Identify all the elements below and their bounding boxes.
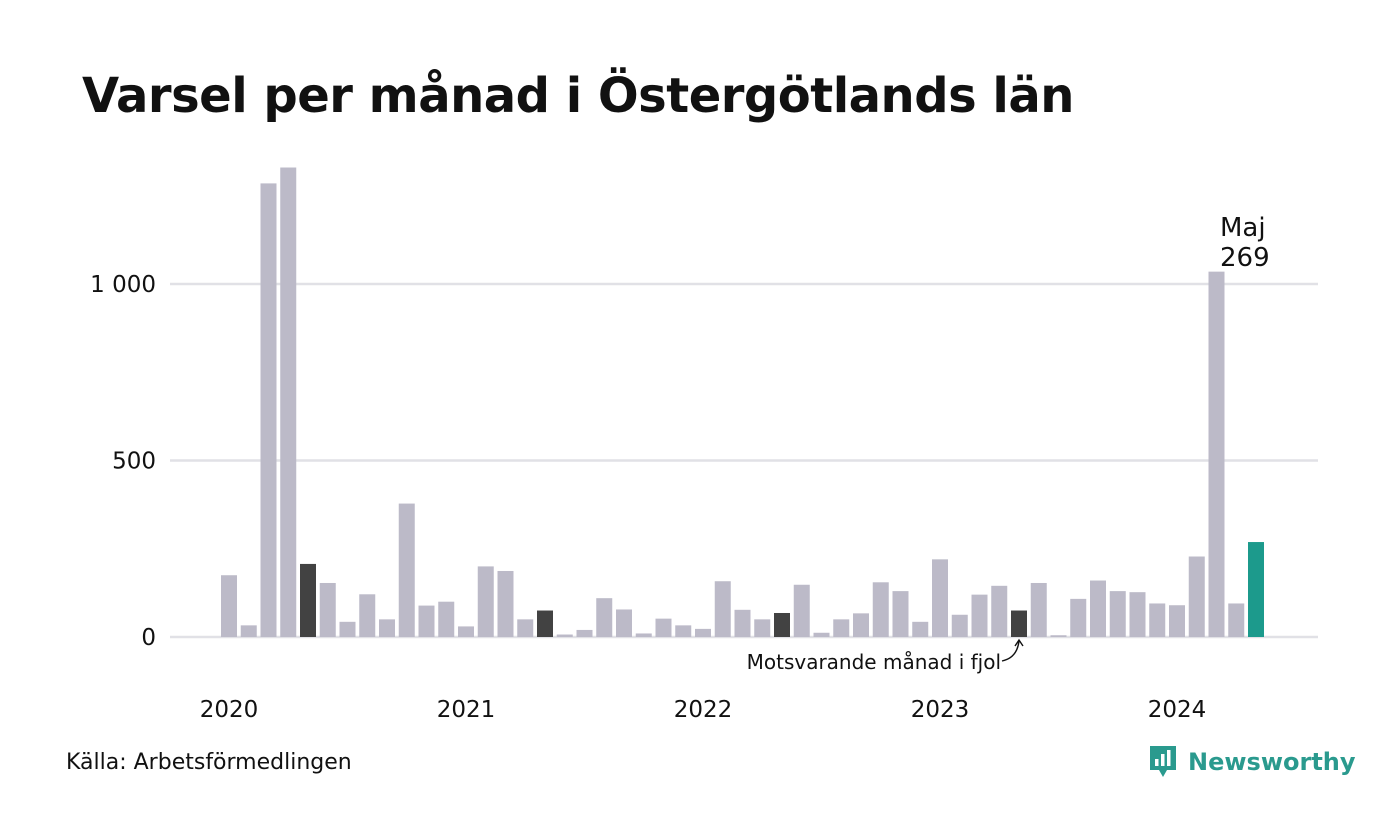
x-tick-label: 2020 bbox=[200, 697, 259, 723]
newsworthy-logo-icon bbox=[1150, 746, 1176, 777]
x-tick-label: 2021 bbox=[437, 697, 496, 723]
bar-2021-07 bbox=[576, 629, 593, 637]
bar-2020-04 bbox=[280, 167, 297, 637]
bar-2021-08 bbox=[596, 598, 613, 637]
chart-title: Varsel per månad i Östergötlands län bbox=[82, 68, 1074, 124]
source-note: Källa: Arbetsförmedlingen bbox=[66, 750, 352, 775]
bar-2023-04 bbox=[991, 585, 1008, 637]
y-tick-label: 500 bbox=[112, 449, 156, 475]
bar-2023-12 bbox=[1149, 603, 1166, 637]
bar-2022-11 bbox=[892, 591, 909, 637]
bar-2021-06 bbox=[556, 634, 573, 637]
bar-2020-10 bbox=[398, 503, 415, 637]
current-month-value: 269 bbox=[1220, 243, 1270, 273]
bar-2022-07 bbox=[813, 632, 830, 637]
bar-2021-02 bbox=[477, 566, 494, 637]
bar-2020-05 bbox=[300, 563, 316, 637]
bar-2023-10 bbox=[1109, 591, 1126, 637]
bars bbox=[221, 167, 1264, 637]
x-tick-label: 2024 bbox=[1148, 697, 1207, 723]
bar-2020-09 bbox=[379, 619, 395, 637]
bar-2022-04 bbox=[754, 619, 771, 637]
bar-2023-07 bbox=[1050, 635, 1067, 637]
x-tick-label: 2023 bbox=[911, 697, 970, 723]
bar-2022-02 bbox=[714, 581, 731, 637]
current-month-label: Maj bbox=[1220, 213, 1266, 243]
y-axis-ticks: 0 500 1 000 bbox=[90, 272, 156, 651]
bar-2023-06 bbox=[1030, 582, 1047, 637]
bar-2020-11 bbox=[418, 605, 435, 637]
bar-2020-07 bbox=[339, 621, 356, 637]
annotation-arrow-icon bbox=[1001, 638, 1024, 662]
bar-2024-05 bbox=[1248, 542, 1264, 637]
bar-2022-06 bbox=[793, 584, 810, 637]
bar-2023-01 bbox=[932, 559, 948, 637]
annotations: Maj 269 Motsvarande månad i fjol bbox=[747, 213, 1270, 674]
bar-chart: 0 500 1 000 2020 2021 2022 2023 2024 Maj 269 M… bbox=[90, 167, 1318, 723]
brand-name: Newsworthy bbox=[1188, 748, 1356, 776]
bar-2021-09 bbox=[616, 609, 632, 637]
bar-2021-01 bbox=[458, 626, 474, 637]
bar-2024-03 bbox=[1208, 271, 1225, 637]
bar-2024-01 bbox=[1169, 605, 1185, 637]
bar-2020-12 bbox=[438, 601, 455, 637]
bar-2022-12 bbox=[912, 621, 929, 637]
bar-2020-01 bbox=[221, 575, 237, 637]
bar-2021-12 bbox=[675, 625, 692, 637]
bar-2020-08 bbox=[359, 594, 376, 637]
bar-2021-11 bbox=[655, 618, 672, 637]
bar-2022-10 bbox=[872, 582, 889, 637]
y-tick-label: 0 bbox=[141, 625, 156, 651]
previous-year-annotation: Motsvarande månad i fjol bbox=[747, 650, 1001, 674]
bar-2021-05 bbox=[537, 610, 553, 637]
bar-2021-03 bbox=[497, 570, 514, 637]
bar-2020-03 bbox=[260, 183, 277, 637]
bar-2023-11 bbox=[1129, 592, 1146, 637]
bar-2020-06 bbox=[319, 582, 336, 637]
bar-2022-09 bbox=[853, 613, 869, 637]
x-axis-year-labels: 2020 2021 2022 2023 2024 bbox=[200, 697, 1207, 723]
bar-2023-03 bbox=[971, 594, 988, 637]
bar-2023-02 bbox=[951, 614, 968, 637]
grid-lines bbox=[170, 282, 1318, 639]
bar-2022-03 bbox=[734, 609, 751, 637]
brand-logo: Newsworthy bbox=[1148, 744, 1356, 780]
bar-2022-01 bbox=[695, 628, 711, 637]
bar-2022-08 bbox=[833, 619, 850, 637]
bar-2024-02 bbox=[1188, 556, 1205, 637]
bar-2023-08 bbox=[1070, 598, 1087, 637]
x-tick-label: 2022 bbox=[674, 697, 733, 723]
bar-2024-04 bbox=[1228, 603, 1245, 637]
bar-2023-09 bbox=[1090, 580, 1106, 637]
bar-2022-05 bbox=[774, 612, 790, 637]
bar-2023-05 bbox=[1011, 610, 1027, 637]
y-tick-label: 1 000 bbox=[90, 272, 156, 298]
bar-2020-02 bbox=[240, 625, 257, 637]
bar-2021-10 bbox=[635, 633, 652, 637]
bar-2021-04 bbox=[517, 619, 534, 637]
